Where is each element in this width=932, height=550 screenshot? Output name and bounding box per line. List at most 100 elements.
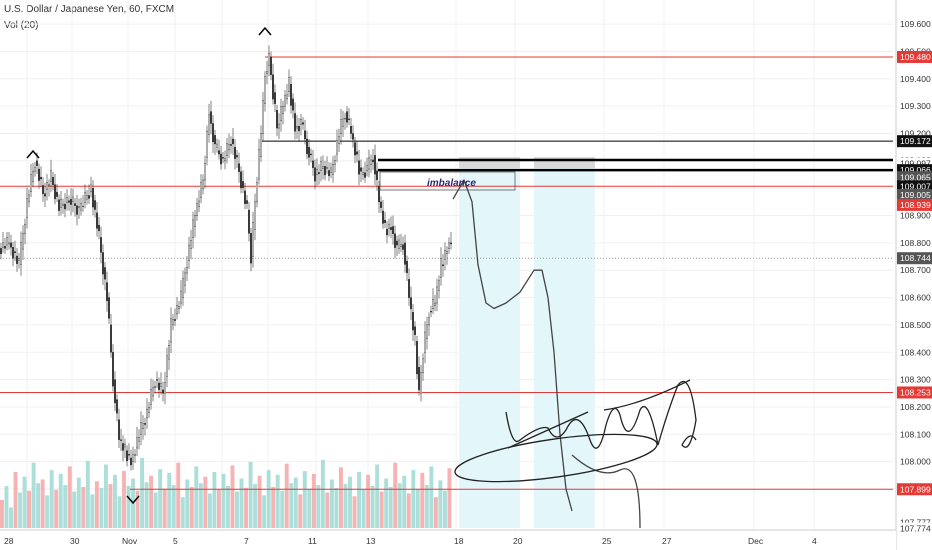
y-tick-label: 108.800 <box>900 238 931 248</box>
candle-body <box>231 138 234 145</box>
y-tick-label: 108.000 <box>900 457 931 467</box>
volume-bar <box>108 484 113 528</box>
candle-body <box>77 206 80 209</box>
candle-body <box>119 439 122 441</box>
volume-bar <box>284 463 289 528</box>
candle-body <box>201 179 204 190</box>
price-tag-label: 109.007 <box>900 181 931 191</box>
candle-body <box>223 158 226 162</box>
volume-bar <box>67 466 72 528</box>
volume-bar <box>429 466 434 528</box>
x-tick-label: 25 <box>602 536 612 546</box>
candle-body <box>229 144 232 146</box>
volume-bar <box>339 467 343 528</box>
swing-low-marker <box>126 495 140 505</box>
candle-body <box>388 223 391 229</box>
candle-body <box>75 205 78 215</box>
candle-body <box>127 454 130 456</box>
volume-bar <box>406 493 411 528</box>
candle-body <box>83 192 86 203</box>
candle-body <box>187 244 190 261</box>
candle-body <box>173 319 176 321</box>
candle-body <box>9 242 12 248</box>
trend-line <box>507 411 589 449</box>
candle-body <box>131 454 134 462</box>
candle-body <box>344 118 347 120</box>
candle-body <box>318 172 321 174</box>
candle-body <box>193 215 196 227</box>
candle-body <box>60 198 63 208</box>
candle-body <box>221 157 224 159</box>
candle-body <box>237 163 240 172</box>
volume-bar <box>262 495 267 528</box>
volume-bar <box>402 475 407 528</box>
drawn-ellipse <box>454 433 658 483</box>
candle-body <box>302 122 305 125</box>
price-tag-label: 109.172 <box>900 136 931 146</box>
y-tick-label: 109.300 <box>900 101 931 111</box>
volume-indicator-label[interactable]: Vol (20) <box>4 20 39 31</box>
volume-bar <box>302 471 307 528</box>
price-tag-bg <box>897 522 932 535</box>
candle-body <box>370 159 373 165</box>
volume-bar <box>153 492 158 528</box>
volume-bar <box>189 486 194 528</box>
candle-body <box>450 242 453 245</box>
candle-body <box>227 144 230 151</box>
candle-body <box>93 200 96 210</box>
candle-body <box>416 341 419 375</box>
candle-body <box>153 385 156 389</box>
price-tag-bg <box>897 171 932 184</box>
candle-body <box>135 437 138 449</box>
candle-body <box>50 170 53 182</box>
candle-body <box>330 167 333 173</box>
candle-body <box>42 185 45 194</box>
price-tag-bg <box>897 198 932 211</box>
candle-body <box>163 382 166 394</box>
candle-body <box>444 250 447 260</box>
candle-body <box>436 286 439 304</box>
candle-body <box>422 358 425 373</box>
candle-body <box>360 167 363 172</box>
volume-bar <box>54 489 59 528</box>
candle-body <box>382 210 385 224</box>
y-tick-label: 108.900 <box>900 211 931 221</box>
candle-body <box>322 166 325 169</box>
candle-body <box>109 324 112 353</box>
candle-body <box>296 126 299 129</box>
volume-bar <box>9 507 13 528</box>
x-tick-label: 27 <box>662 536 672 546</box>
candle-body <box>203 163 206 181</box>
y-tick-label: 109.400 <box>900 74 931 84</box>
candle-body <box>209 111 212 124</box>
volume-bar <box>176 462 181 528</box>
volume-bar <box>239 478 244 528</box>
candle-body <box>225 143 228 156</box>
volume-bar <box>329 479 334 528</box>
candle-body <box>376 170 379 181</box>
candle-body <box>52 177 55 185</box>
volume-bar <box>216 489 221 528</box>
time-axis-bg <box>0 530 896 550</box>
candle-body <box>249 233 252 264</box>
y-tick-label: 108.500 <box>900 320 931 330</box>
price-series <box>0 45 453 471</box>
volume-bar <box>411 470 416 528</box>
candle-body <box>123 443 126 448</box>
price-tag: 108.744 <box>897 252 932 265</box>
candle-body <box>400 244 403 247</box>
candle-body <box>65 197 68 203</box>
candle-body <box>446 251 449 255</box>
candle-body <box>426 324 429 339</box>
x-tick-label: 11 <box>308 536 317 546</box>
candle-body <box>338 136 341 144</box>
candle-body <box>336 140 339 155</box>
candle-body <box>412 311 415 331</box>
volume-bar <box>307 488 312 528</box>
candle-body <box>414 326 417 335</box>
candle-body <box>314 167 317 182</box>
x-tick-label: 4 <box>812 536 817 546</box>
volume-bar <box>185 479 190 528</box>
candle-body <box>101 252 104 275</box>
